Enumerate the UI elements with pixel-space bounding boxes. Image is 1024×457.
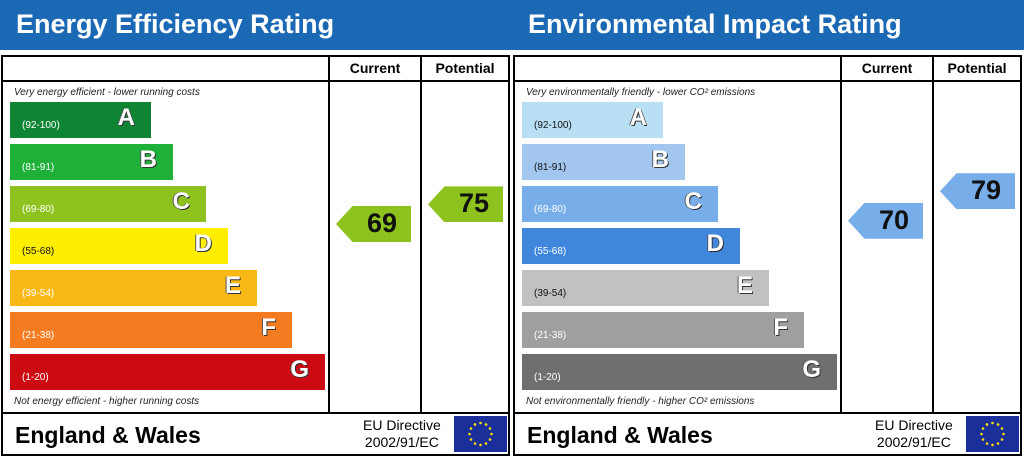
directive-line: EU Directive — [363, 417, 441, 433]
current-rating-arrow: 69 — [336, 206, 411, 242]
eu-flag-icon — [454, 416, 507, 452]
column-header-current: Current — [861, 60, 913, 76]
band-letter: G — [290, 356, 309, 383]
band-b: (81-91) B — [522, 144, 685, 180]
region-label: England & Wales — [527, 422, 713, 448]
divider — [3, 80, 508, 82]
eu-directive: EU Directive 2002/91/EC — [875, 417, 953, 451]
band-d: (55-68) D — [522, 228, 740, 264]
column-header-potential: Potential — [947, 60, 1007, 76]
divider — [840, 57, 842, 413]
divider — [932, 57, 934, 413]
band-letter: E — [736, 272, 753, 299]
band-letter: B — [651, 146, 669, 173]
band-a: (92-100) A — [10, 102, 151, 138]
band-letter: C — [172, 188, 190, 215]
region-label: England & Wales — [15, 422, 201, 448]
directive-line: 2002/91/EC — [364, 434, 439, 450]
eu-flag-icon — [966, 416, 1019, 452]
band-range: (21-38) — [22, 330, 55, 341]
band-letter: A — [117, 104, 135, 131]
band-b: (81-91) B — [10, 144, 173, 180]
band-letter: F — [773, 314, 788, 341]
band-letter: G — [802, 356, 821, 383]
divider — [515, 412, 1020, 414]
band-range: (69-80) — [534, 204, 567, 215]
eu-directive: EU Directive 2002/91/EC — [363, 417, 441, 451]
divider — [328, 57, 330, 413]
band-letter: B — [139, 146, 157, 173]
band-letter: F — [261, 314, 276, 341]
band-c: (69-80) C — [10, 186, 206, 222]
band-letter: A — [629, 104, 647, 131]
potential-rating-arrow: 75 — [428, 186, 503, 223]
band-a: (92-100) A — [522, 102, 663, 138]
band-g: (1-20) G — [10, 354, 325, 390]
band-letter: D — [194, 230, 212, 257]
rating-table: Current Potential Very energy efficient … — [1, 55, 510, 456]
directive-line: EU Directive — [875, 417, 953, 433]
band-range: (21-38) — [534, 330, 567, 341]
column-header-potential: Potential — [435, 60, 495, 76]
band-e: (39-54) E — [522, 270, 769, 306]
band-f: (21-38) F — [522, 312, 804, 348]
panel-title: Environmental Impact Rating — [512, 0, 1024, 50]
band-range: (1-20) — [22, 372, 49, 383]
band-range: (1-20) — [534, 372, 561, 383]
band-letter: D — [706, 230, 724, 257]
band-range: (81-91) — [22, 162, 55, 173]
column-header-current: Current — [349, 60, 401, 76]
potential-rating-arrow: 79 — [940, 173, 1015, 210]
band-g: (1-20) G — [522, 354, 837, 390]
band-range: (39-54) — [534, 288, 567, 299]
band-range: (92-100) — [534, 120, 572, 131]
current-rating-arrow: 70 — [848, 202, 923, 239]
band-range: (92-100) — [22, 120, 60, 131]
band-range: (69-80) — [22, 204, 55, 215]
panel-title: Energy Efficiency Rating — [0, 0, 512, 50]
divider — [420, 57, 422, 413]
environmental-panel: Environmental Impact Rating Current Pote… — [512, 0, 1024, 457]
rating-table: Current Potential Very environmentally f… — [513, 55, 1022, 456]
band-d: (55-68) D — [10, 228, 228, 264]
top-note: Very energy efficient - lower running co… — [14, 87, 200, 98]
divider — [3, 412, 508, 414]
directive-line: 2002/91/EC — [876, 434, 951, 450]
band-range: (39-54) — [22, 288, 55, 299]
band-range: (55-68) — [22, 246, 55, 257]
bottom-note: Not environmentally friendly - higher CO… — [526, 396, 755, 407]
band-f: (21-38) F — [10, 312, 292, 348]
band-range: (55-68) — [534, 246, 567, 257]
band-letter: C — [684, 188, 702, 215]
energy-panel: Energy Efficiency Rating Current Potenti… — [0, 0, 512, 456]
divider — [515, 80, 1020, 82]
bottom-note: Not energy efficient - higher running co… — [14, 396, 200, 407]
band-range: (81-91) — [534, 162, 567, 173]
band-c: (69-80) C — [522, 186, 718, 222]
band-e: (39-54) E — [10, 270, 257, 306]
band-letter: E — [224, 272, 241, 299]
top-note: Very environmentally friendly - lower CO… — [526, 87, 756, 98]
